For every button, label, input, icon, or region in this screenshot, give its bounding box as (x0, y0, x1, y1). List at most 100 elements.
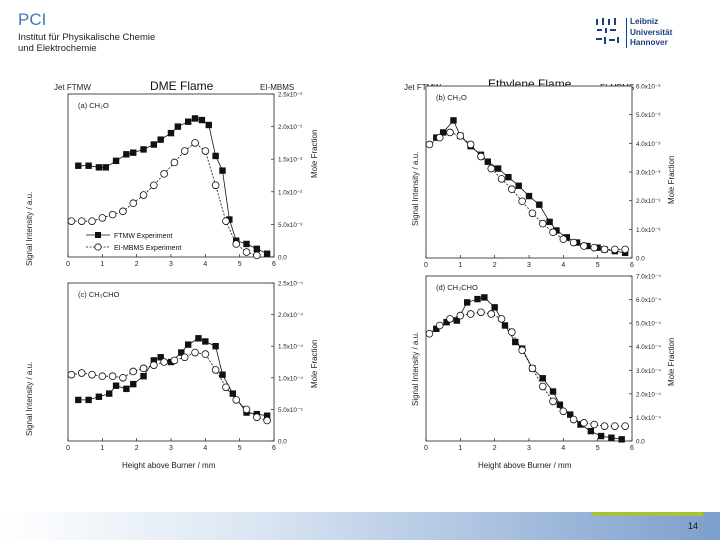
data-point-eimbms (487, 164, 496, 173)
data-point-eimbms (549, 397, 557, 406)
data-point-eimbms (170, 158, 179, 167)
legend-ftmw: FTMW Experiment (114, 233, 172, 240)
y-tick-label: 0.0 (636, 256, 645, 263)
x-tick-label: 2 (135, 261, 139, 268)
data-point-ftmw (577, 421, 584, 428)
data-point-eimbms (466, 310, 475, 318)
x-tick-label: 3 (527, 445, 531, 452)
data-point-eimbms (253, 413, 261, 422)
data-point-ftmw (157, 136, 164, 143)
y-tick-label: 0.0 (636, 439, 645, 446)
logo-line3: Hannover (630, 38, 668, 47)
data-point-ftmw (112, 382, 120, 389)
data-point-ftmw (212, 152, 219, 160)
data-point-ftmw (494, 165, 502, 172)
data-point-ftmw (553, 227, 560, 234)
data-point-ftmw (150, 357, 158, 364)
data-point-ftmw (501, 322, 509, 329)
footer-bar (0, 512, 720, 540)
y-tick-label: 2.5x10⁻⁴ (278, 281, 303, 288)
data-point-eimbms (538, 219, 547, 228)
data-point-eimbms (98, 372, 107, 381)
data-point-eimbms (160, 358, 168, 366)
institute-acronym: PCI (18, 10, 47, 29)
data-point-eimbms (569, 238, 578, 247)
data-point-eimbms (119, 373, 127, 382)
data-point-eimbms (456, 311, 465, 320)
data-point-ftmw (443, 319, 450, 326)
data-point-ftmw (112, 157, 120, 165)
data-point-ftmw (539, 375, 546, 382)
data-point-ftmw (174, 123, 182, 130)
data-point-eimbms (108, 210, 117, 219)
panel-b: (b) CH₂O 0 1 2 3 4 5 60.0 1.0x10⁻³ 2.0x10⁻³ 3.0x10… (424, 84, 660, 270)
data-point-ftmw (95, 393, 103, 400)
data-point-ftmw (563, 234, 570, 241)
data-point-ftmw (75, 162, 82, 169)
x-tick-label: 0 (66, 445, 70, 452)
data-point-ftmw (433, 325, 440, 332)
x-tick-label: 0 (424, 262, 428, 269)
university-logo: Leibniz Universität Hannover (594, 16, 704, 50)
y-tick-label: 0.0 (278, 439, 287, 446)
data-point-ftmw (549, 388, 557, 395)
data-point-ftmw (102, 164, 109, 171)
data-point-eimbms (119, 207, 127, 216)
x-tick-label: 6 (272, 445, 276, 452)
data-point-ftmw (505, 173, 512, 181)
dme-ylabel-right: Mole Fraction (310, 130, 319, 178)
x-tick-label: 6 (630, 262, 634, 269)
x-tick-label: 0 (66, 261, 70, 268)
data-point-ftmw (178, 349, 185, 356)
data-point-eimbms (446, 315, 454, 323)
x-tick-label: 6 (630, 445, 634, 452)
panel-a-label: (a) CH₂O (78, 101, 109, 110)
data-point-ftmw (243, 240, 250, 248)
data-point-ftmw (106, 390, 113, 397)
data-point-ftmw (263, 412, 271, 419)
x-tick-label: 5 (238, 261, 242, 268)
data-point-ftmw (608, 434, 615, 441)
institute-name-line2: und Elektrochemie (18, 43, 97, 54)
data-point-eimbms (211, 181, 220, 190)
data-point-ftmw (130, 380, 137, 388)
data-point-eimbms (497, 175, 506, 183)
data-point-ftmw (198, 116, 206, 124)
data-point-eimbms (508, 328, 516, 336)
data-point-eimbms (456, 132, 465, 140)
data-point-ftmw (453, 317, 461, 324)
panel-b-label: (b) CH₂O (436, 93, 467, 102)
data-point-eimbms (600, 422, 609, 430)
data-point-eimbms (528, 209, 537, 218)
y-tick-label: 1.0x10⁻³ (636, 227, 660, 234)
data-point-eimbms (222, 217, 230, 225)
data-point-ftmw (481, 294, 488, 301)
data-point-eimbms (611, 422, 619, 430)
data-point-ftmw (85, 162, 92, 169)
data-point-eimbms (621, 422, 629, 430)
y-tick-label: 7.0x10⁻⁴ (636, 274, 661, 281)
data-point-ftmw (229, 390, 236, 397)
data-point-ftmw (536, 201, 543, 208)
data-point-ftmw (464, 299, 471, 306)
data-point-ftmw (202, 338, 209, 345)
eth-left-tag: Jet FTMW (404, 83, 441, 92)
dme-xlabel: Height above Burner / mm (122, 461, 216, 470)
data-point-eimbms (129, 199, 138, 208)
y-tick-label: 2.5x10⁻² (278, 92, 302, 99)
data-point-ftmw (567, 411, 574, 418)
dme-block-title: DME Flame (150, 79, 214, 93)
data-point-eimbms (67, 370, 76, 379)
x-tick-label: 3 (527, 262, 531, 269)
data-point-eimbms (170, 356, 179, 365)
data-point-ftmw (484, 158, 491, 165)
data-point-eimbms (425, 329, 434, 338)
data-point-ftmw (618, 436, 625, 443)
logo-glyphs (594, 16, 624, 50)
data-point-ftmw (512, 338, 519, 346)
data-point-eimbms (487, 310, 496, 318)
page-number: 14 (687, 521, 698, 531)
logo-line1: Leibniz (630, 17, 659, 26)
data-point-ftmw (587, 427, 594, 435)
eth-ylabel-left-2: Signal Intensity / a.u. (411, 332, 420, 406)
